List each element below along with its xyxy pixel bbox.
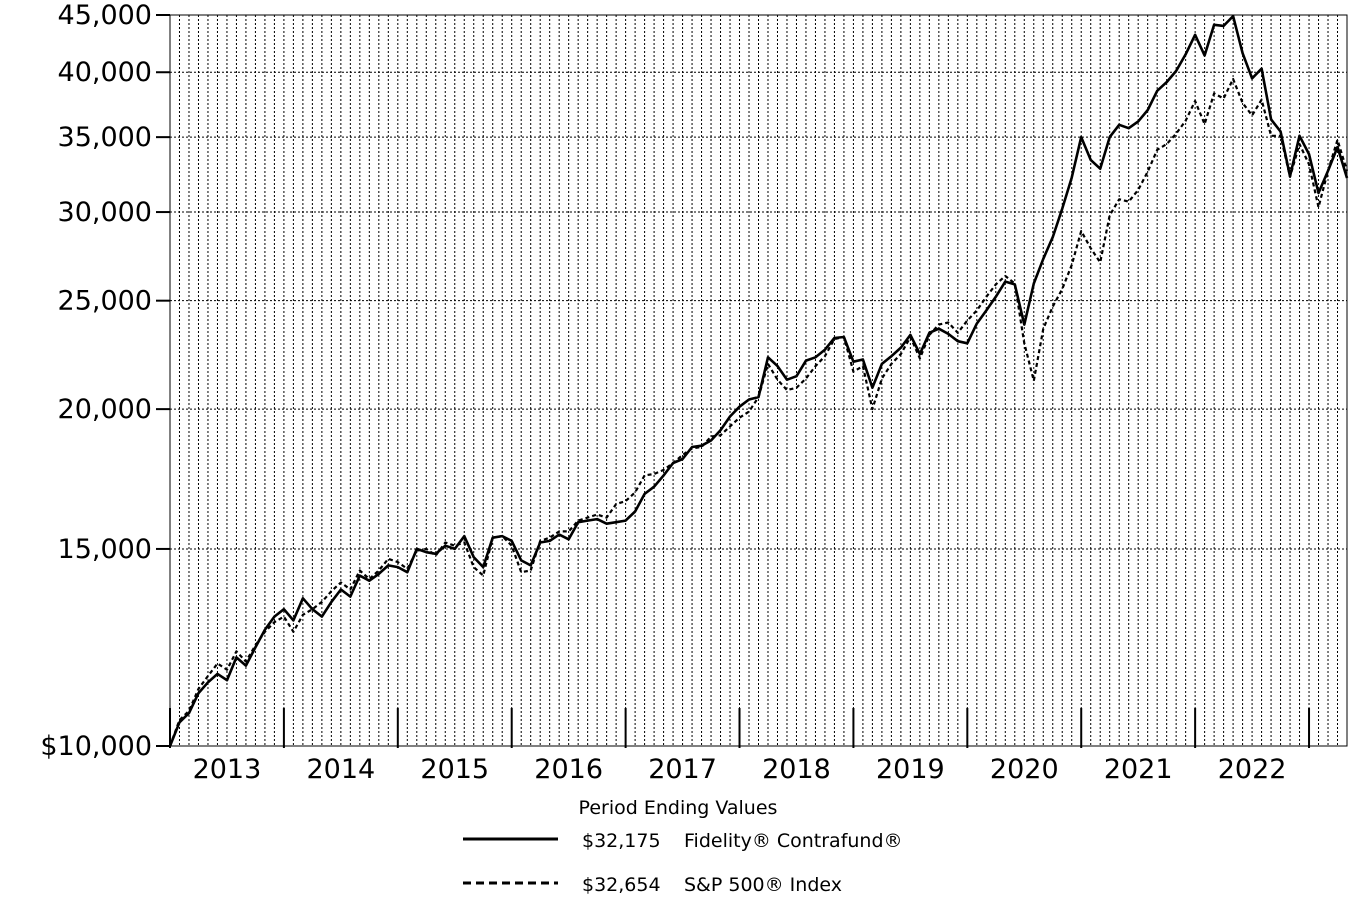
y-tick-label: 25,000 (58, 286, 152, 317)
y-tick-label: $10,000 (40, 731, 152, 762)
axis-ticks: $10,000 15,000 20,000 25,000 30,000 35,000 40,… (40, 0, 1311, 785)
x-tick-label: 2013 (193, 754, 262, 785)
x-tick-label: 2015 (420, 754, 489, 785)
legend-value-sp500: $32,654 (582, 874, 661, 896)
legend-title: Period Ending Values (579, 797, 778, 819)
y-tick-label: 20,000 (58, 394, 152, 425)
grid-lines (170, 15, 1347, 746)
y-tick-label: 40,000 (58, 57, 152, 88)
legend-label-sp500: S&P 500® Index (684, 874, 842, 896)
x-tick-label: 2018 (762, 754, 831, 785)
x-tick-label: 2019 (876, 754, 945, 785)
x-tick-label: 2021 (1104, 754, 1173, 785)
x-tick-label: 2016 (534, 754, 603, 785)
y-tick-label: 45,000 (58, 0, 152, 31)
series-line-sp500 (168, 77, 1349, 747)
y-tick-label: 15,000 (58, 534, 152, 565)
x-tick-label: 2020 (990, 754, 1059, 785)
y-tick-label: 30,000 (58, 197, 152, 228)
x-tick-label: 2017 (648, 754, 717, 785)
x-tick-label: 2022 (1218, 754, 1287, 785)
legend: Period Ending Values $32,175 Fidelity® C… (463, 797, 903, 896)
x-tick-label: 2014 (306, 754, 375, 785)
plot-frame (169, 14, 1348, 747)
legend-label-contrafund: Fidelity® Contrafund® (684, 830, 903, 852)
legend-value-contrafund: $32,175 (582, 830, 661, 852)
y-tick-label: 35,000 (58, 122, 152, 153)
series-layer (168, 14, 1349, 747)
